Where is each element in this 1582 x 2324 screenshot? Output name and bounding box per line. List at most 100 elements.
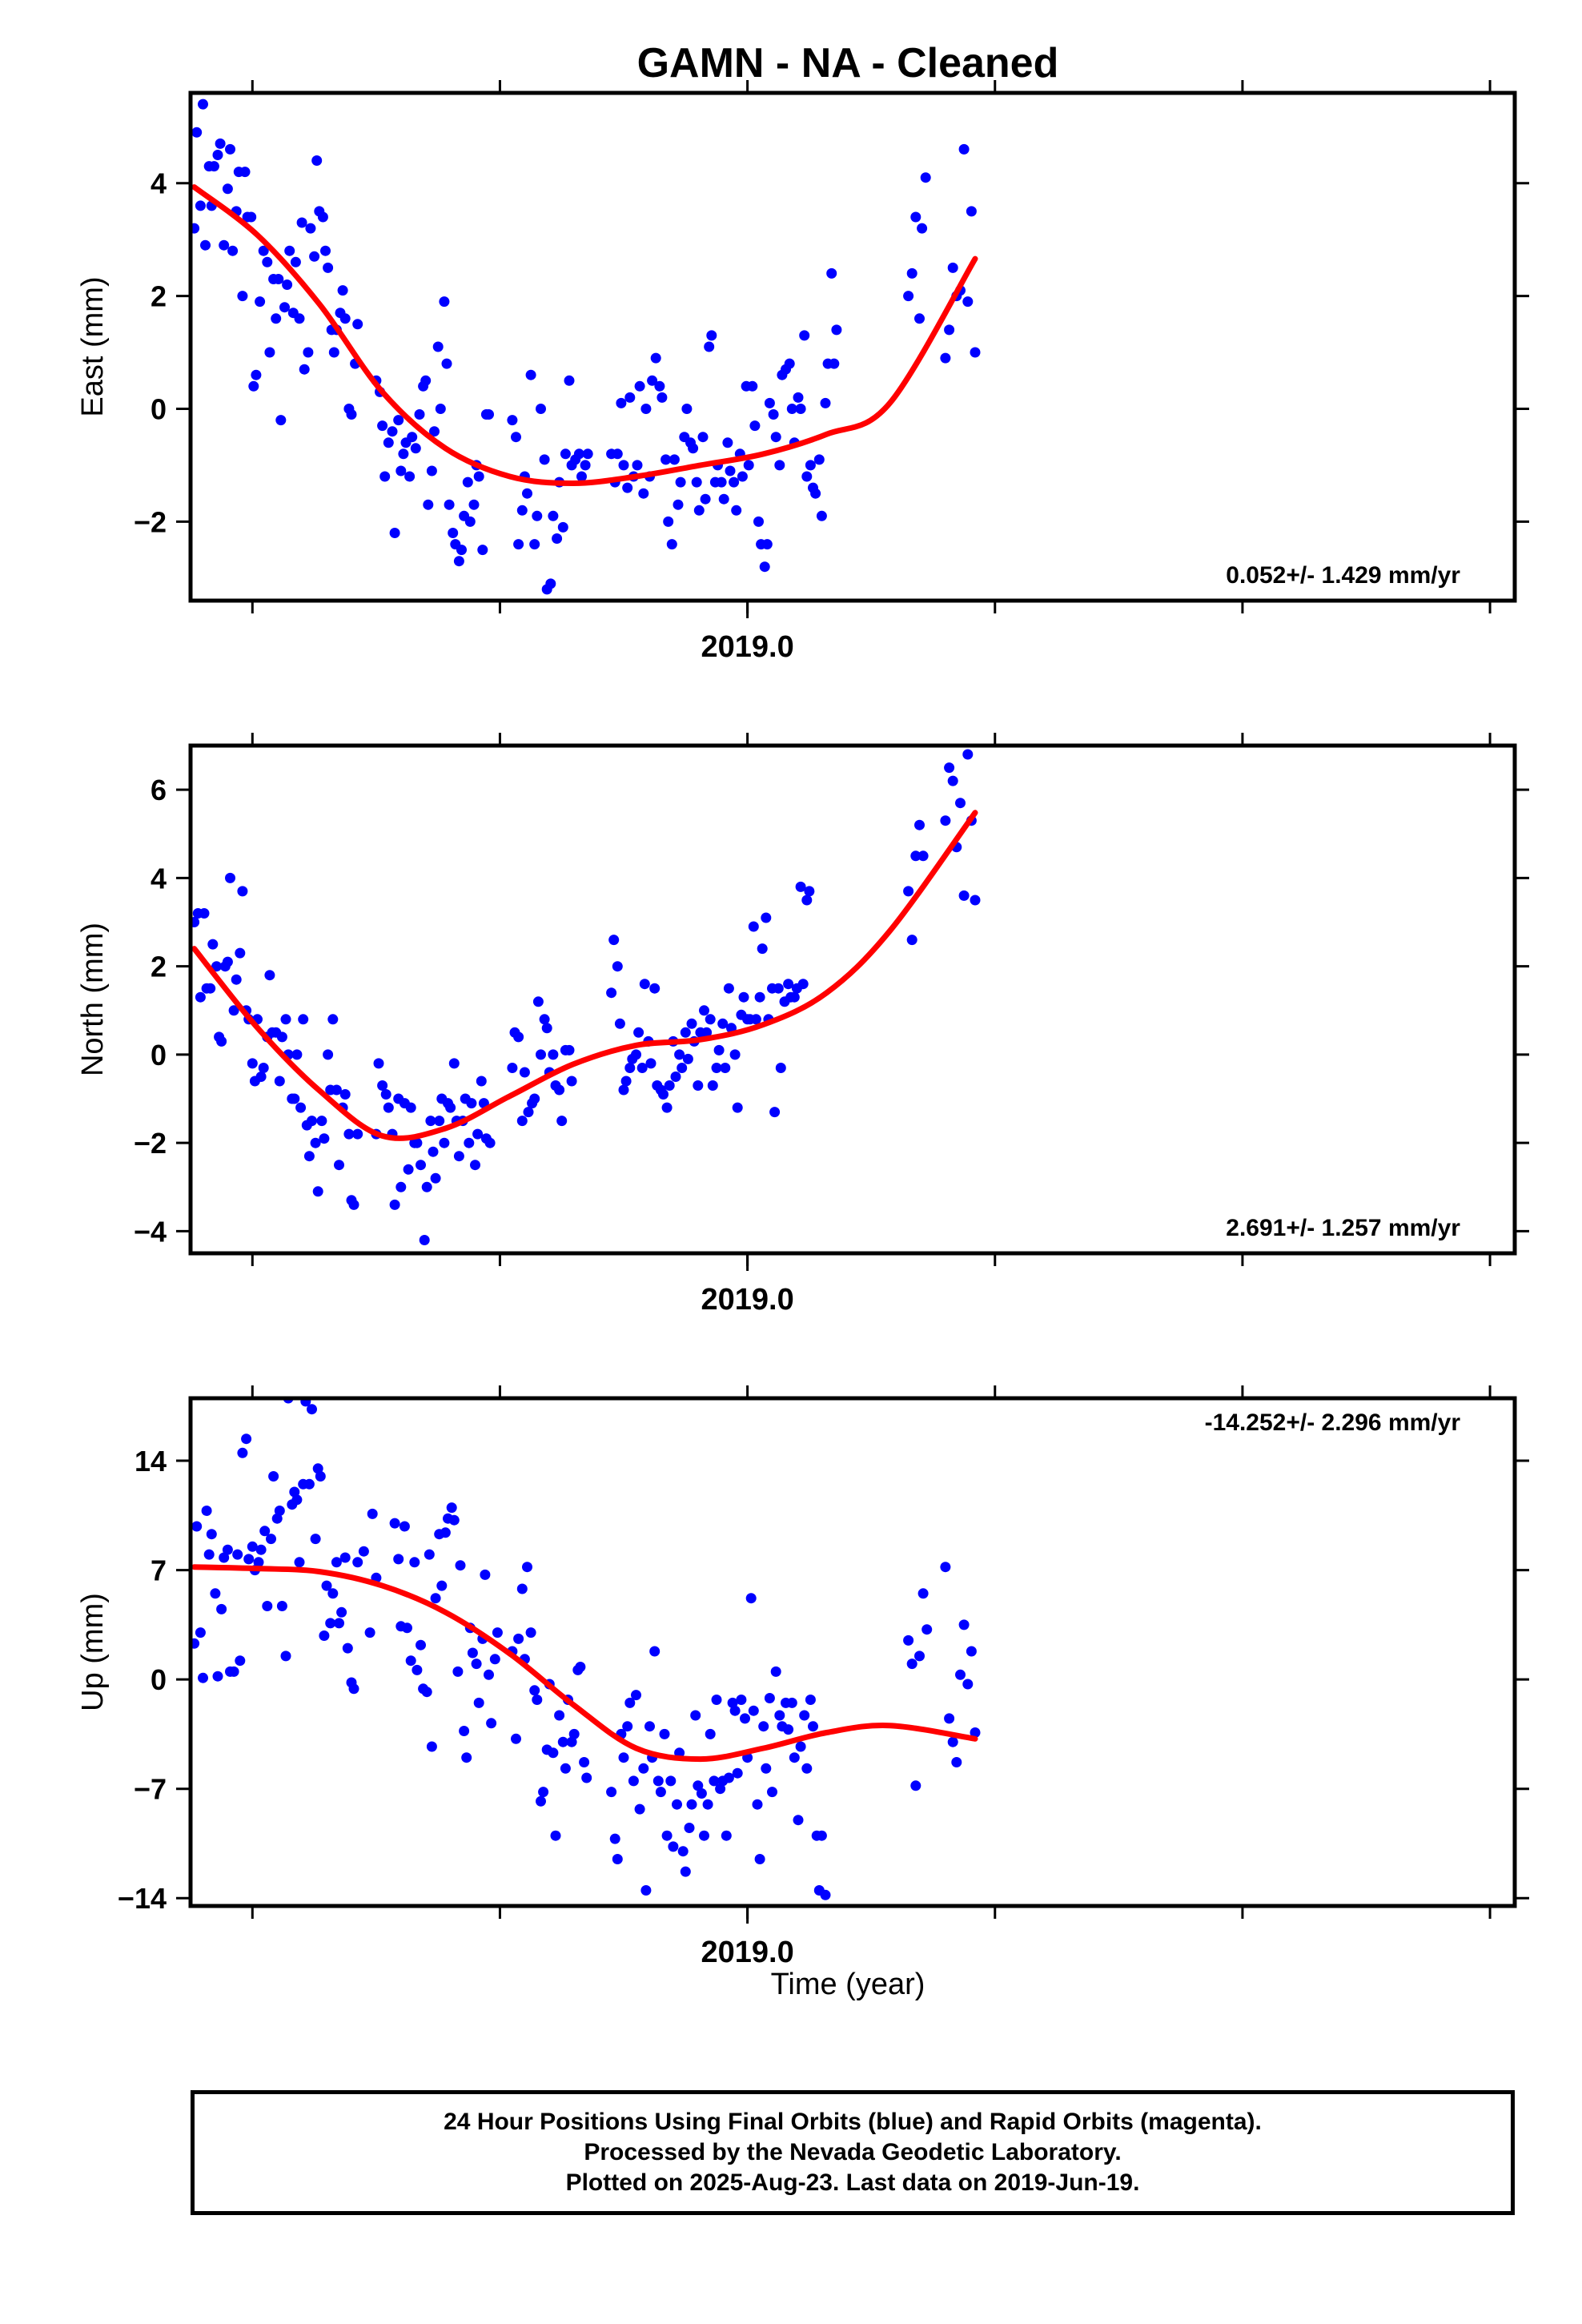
data-point: [195, 991, 206, 1003]
data-point: [761, 539, 773, 550]
data-point: [299, 364, 310, 375]
y-axis-label: Up (mm): [76, 1593, 110, 1711]
data-point: [793, 392, 804, 403]
data-point: [663, 516, 674, 527]
data-point: [707, 1080, 718, 1091]
data-point: [492, 1627, 503, 1638]
data-point: [516, 1583, 528, 1594]
data-point: [944, 1713, 955, 1724]
data-point: [423, 499, 434, 510]
data-point: [396, 465, 407, 476]
data-point: [721, 1830, 732, 1841]
data-point: [352, 319, 363, 330]
data-point: [754, 991, 765, 1003]
data-point: [910, 211, 921, 223]
panel-1: 2019.0 4 2 0 −2 East (mm) 0.052+/- 1.429 mm/yr: [76, 80, 1529, 664]
data-point: [532, 1695, 543, 1705]
data-point: [387, 426, 398, 437]
data-point: [444, 499, 455, 510]
data-point: [682, 1053, 693, 1064]
data-point: [419, 1235, 430, 1245]
data-point: [430, 1172, 441, 1184]
data-point: [251, 369, 262, 380]
plot-area: [191, 1398, 981, 1900]
data-point: [317, 211, 328, 223]
data-point: [768, 409, 779, 420]
data-point: [720, 1063, 731, 1073]
data-point: [228, 1666, 239, 1677]
data-point: [200, 239, 211, 251]
data-point: [632, 460, 643, 471]
data-point: [409, 1557, 420, 1568]
data-point: [259, 1526, 271, 1537]
data-point: [410, 443, 421, 454]
data-point: [320, 245, 331, 256]
data-point: [554, 1710, 565, 1721]
data-point: [640, 1885, 652, 1896]
data-point: [294, 1557, 305, 1568]
data-point: [266, 1534, 276, 1545]
data-point: [309, 251, 320, 262]
data-point: [191, 1521, 203, 1532]
data-point: [564, 1044, 575, 1055]
data-point: [237, 291, 248, 302]
data-point: [560, 448, 571, 460]
data-point: [316, 1116, 327, 1127]
data-point: [255, 296, 266, 308]
footer-line-1: 24 Hour Positions Using Final Orbits (bl…: [444, 2109, 1262, 2135]
data-point: [769, 1107, 781, 1118]
data-point: [740, 1713, 750, 1724]
data-point: [276, 1031, 287, 1043]
data-point: [673, 499, 684, 510]
data-point: [566, 1076, 577, 1087]
data-point: [461, 1752, 472, 1763]
data-point: [917, 1588, 929, 1599]
y-tick-label: −2: [134, 1127, 167, 1160]
data-point: [412, 1664, 423, 1675]
data-point: [644, 1721, 655, 1732]
data-point: [557, 521, 568, 533]
data-point: [452, 1666, 464, 1677]
data-point: [393, 415, 404, 426]
data-point: [669, 454, 680, 465]
data-point: [346, 409, 357, 420]
data-point: [545, 578, 556, 589]
data-point: [228, 1005, 239, 1016]
data-point: [723, 983, 734, 994]
data-point: [693, 505, 705, 516]
data-point: [704, 341, 715, 352]
data-point: [795, 881, 806, 892]
fit-curve: [191, 184, 978, 487]
footer-line-2: Processed by the Nevada Geodetic Laborat…: [584, 2139, 1122, 2165]
data-point: [389, 528, 400, 538]
data-point: [195, 200, 206, 211]
data-point: [757, 943, 768, 955]
data-point: [291, 1049, 303, 1060]
data-point: [655, 1787, 666, 1798]
data-point: [473, 471, 484, 482]
data-point: [620, 1076, 632, 1087]
data-point: [327, 1588, 339, 1599]
x-tick-label: 2019.0: [701, 1283, 793, 1317]
data-point: [276, 1601, 287, 1611]
data-point: [631, 1690, 641, 1701]
data-point: [208, 161, 219, 172]
data-point: [473, 1697, 484, 1708]
data-point: [665, 1775, 677, 1787]
plot-area: [191, 749, 981, 1245]
y-axis-label: East (mm): [76, 276, 110, 416]
data-point: [612, 448, 623, 460]
data-point: [315, 1471, 326, 1482]
data-point: [445, 1102, 456, 1113]
data-point: [246, 211, 257, 223]
data-point: [761, 912, 772, 923]
data-point: [519, 1067, 530, 1078]
data-point: [511, 432, 521, 443]
data-point: [614, 1018, 625, 1029]
data-point: [453, 556, 464, 567]
data-point: [638, 1763, 649, 1774]
figure-title: GAMN - NA - Cleaned: [637, 40, 1059, 86]
x-tick-label: 2019.0: [701, 630, 793, 664]
data-point: [383, 437, 394, 448]
data-point: [476, 1076, 487, 1087]
